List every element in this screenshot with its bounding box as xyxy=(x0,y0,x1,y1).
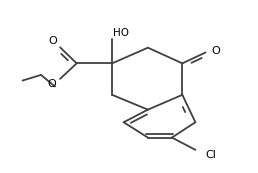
Text: Cl: Cl xyxy=(206,150,216,160)
Text: O: O xyxy=(47,79,56,89)
Text: O: O xyxy=(48,35,57,45)
Text: O: O xyxy=(211,46,220,56)
Text: HO: HO xyxy=(113,28,129,38)
